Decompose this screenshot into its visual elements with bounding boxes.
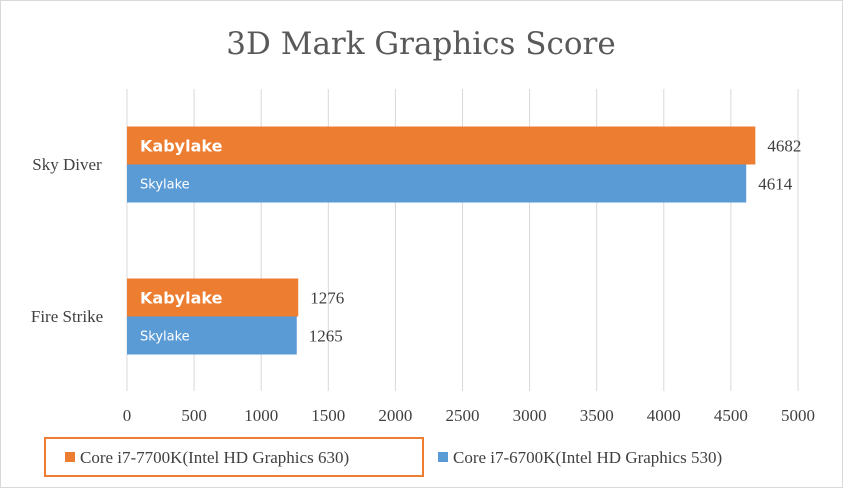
bars: Kabylake 4682 Skylake 4614 Kabylake 1276 Skyla… — [127, 126, 801, 355]
data-label: 4614 — [758, 175, 793, 194]
x-tick-label: 2000 — [378, 406, 412, 425]
category-labels: Sky Diver Fire Strike — [31, 155, 103, 326]
x-tick-label: 5000 — [781, 406, 815, 425]
bar — [127, 126, 756, 165]
bar-inner-label: Kabylake — [140, 137, 223, 156]
bar — [127, 164, 747, 203]
x-tick-label: 4000 — [647, 406, 681, 425]
legend-swatch — [438, 452, 448, 462]
bar-inner-label: Skylake — [140, 330, 190, 345]
bar-inner-label: Skylake — [140, 178, 190, 193]
x-tick-label: 1500 — [311, 406, 345, 425]
data-label: 1276 — [310, 289, 344, 308]
chart-title: 3D Mark Graphics Score — [226, 26, 615, 62]
bar — [127, 316, 297, 355]
legend: Core i7-7700K(Intel HD Graphics 630) Core… — [44, 437, 722, 477]
x-tick-label: 1000 — [244, 406, 278, 425]
x-tick-label: 4500 — [714, 406, 748, 425]
x-tick-label: 2500 — [446, 406, 480, 425]
legend-entry: Core i7-7700K(Intel HD Graphics 630) — [80, 448, 349, 467]
x-tick-label: 3500 — [580, 406, 614, 425]
bar — [127, 278, 299, 317]
category-label: Fire Strike — [31, 307, 103, 326]
x-tick-label: 3000 — [513, 406, 547, 425]
bar-inner-label: Kabylake — [140, 289, 223, 308]
legend-highlight-box — [44, 437, 424, 477]
category-label: Sky Diver — [32, 155, 102, 174]
x-tick-label: 0 — [123, 406, 132, 425]
x-axis-ticks: 0 500 1000 1500 2000 2500 3000 3500 4000 4500 5000 — [123, 406, 815, 425]
data-label: 4682 — [767, 137, 801, 156]
legend-entry: Core i7-6700K(Intel HD Graphics 530) — [453, 448, 722, 467]
x-tick-label: 500 — [181, 406, 207, 425]
legend-swatch — [65, 452, 75, 462]
data-label: 1265 — [309, 327, 343, 346]
